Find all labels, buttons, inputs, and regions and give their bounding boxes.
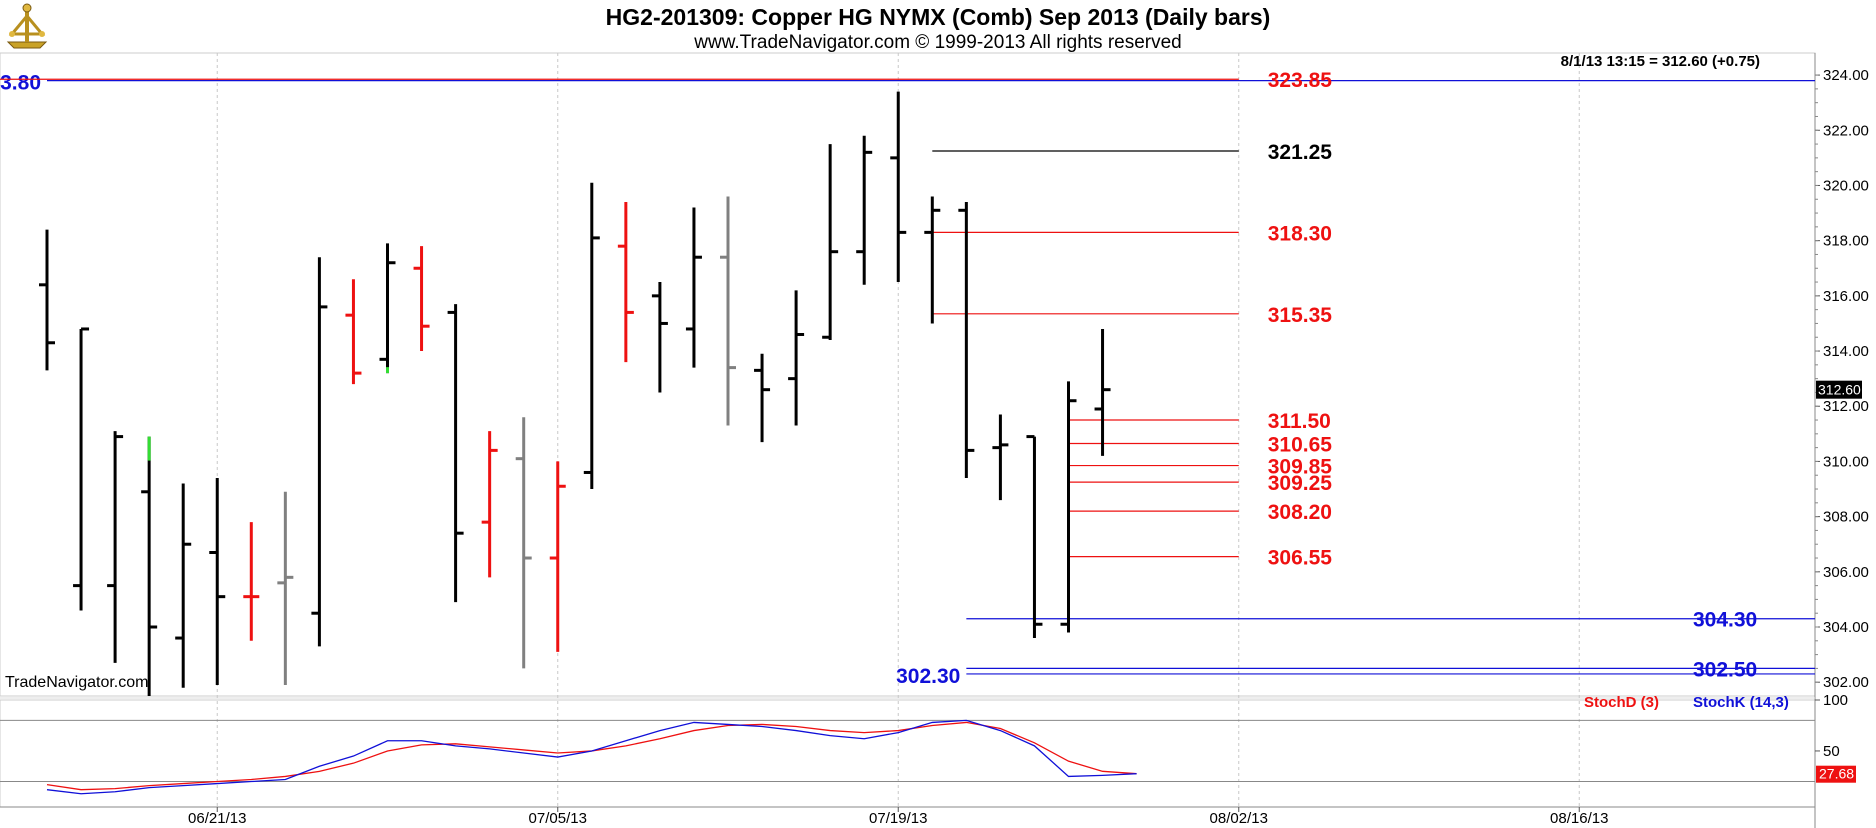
stoch-series-line [46, 719, 1137, 795]
level-label: 306.55 [1268, 547, 1333, 570]
ohlc-bar [413, 246, 430, 352]
level-label: 321.25 [1268, 141, 1333, 164]
y-tick-label: 316.00 [1823, 288, 1869, 305]
y-tick-label: 312.00 [1823, 398, 1869, 415]
price-panel-frame [0, 52, 1816, 697]
ohlc-bar [311, 257, 328, 647]
ohlc-bar [515, 417, 532, 669]
y-tick-label: 324.00 [1823, 67, 1869, 84]
level-label: 315.35 [1268, 304, 1333, 327]
stoch-y-tick-label: 100 [1823, 692, 1848, 709]
level-label: 323.80 [0, 72, 41, 95]
y-tick-label: 320.00 [1823, 177, 1869, 194]
x-tick-label: 08/02/13 [1210, 810, 1268, 827]
y-tick-label: 302.00 [1823, 674, 1869, 691]
stoch-series-line [46, 721, 1137, 791]
level-label: 304.30 [1693, 609, 1757, 632]
ohlc-bar [992, 414, 1009, 501]
level-label: 308.20 [1268, 501, 1332, 524]
ohlc-bar [345, 279, 362, 385]
ohlc-bar [720, 196, 736, 426]
last-quote: 8/1/13 13:15 = 312.60 (+0.75) [1560, 53, 1760, 70]
chart-subtitle: www.TradeNavigator.com © 1999-2013 All r… [694, 32, 1182, 53]
level-label: 311.50 [1268, 410, 1331, 433]
chart-title: HG2-201309: Copper HG NYMX (Comb) Sep 20… [605, 4, 1271, 30]
x-tick-label: 07/19/13 [869, 810, 927, 827]
ohlc-bar [73, 327, 90, 611]
ohlc-bar [890, 91, 907, 283]
watermark: TradeNavigator.com [5, 674, 149, 691]
ohlc-bar [549, 461, 566, 652]
ohlc-bar [583, 182, 600, 490]
x-tick-label: 07/05/13 [529, 810, 587, 827]
ohlc-bar [856, 135, 873, 285]
ohlc-bar [39, 229, 55, 371]
level-label: 323.85 [1268, 69, 1333, 92]
stoch-last-label: 27.68 [1819, 766, 1854, 782]
level-label: 309.85 [1268, 456, 1333, 479]
y-tick-label: 306.00 [1823, 564, 1869, 581]
ohlc-bar [685, 207, 702, 368]
ohlc-bar [209, 477, 226, 685]
ohlc-bar [175, 483, 192, 688]
trade-navigator-logo-icon [2, 2, 52, 50]
legend-stochd: StochD (3) [1584, 694, 1659, 711]
ohlc-bar [107, 431, 124, 663]
last-price-box [1816, 380, 1862, 399]
y-tick-label: 322.00 [1823, 122, 1869, 139]
ohlc-bar [754, 353, 771, 443]
stoch-last-box [1816, 765, 1856, 783]
ohlc-bar [1060, 381, 1077, 633]
legend-stochk: StochK (14,3) [1693, 694, 1789, 711]
ohlc-bar [141, 436, 158, 696]
ohlc-bar [277, 491, 294, 685]
ohlc-bar [379, 243, 396, 374]
level-label: 309.25 [1268, 472, 1333, 495]
last-price-label: 312.60 [1818, 382, 1861, 398]
ohlc-bar [481, 431, 498, 578]
ohlc-bar [617, 202, 634, 363]
y-tick-label: 314.00 [1823, 343, 1869, 360]
y-tick-label: 310.00 [1823, 453, 1869, 470]
ohlc-bar [958, 202, 975, 478]
stoch-panel-frame [0, 699, 1816, 808]
ohlc-bar [1026, 435, 1043, 639]
level-label: 302.30 [896, 665, 960, 688]
x-tick-label: 08/16/13 [1550, 810, 1608, 827]
ohlc-bar [447, 304, 464, 603]
y-tick-label: 308.00 [1823, 509, 1869, 526]
x-tick-label: 06/21/13 [188, 810, 246, 827]
ohlc-bar [924, 196, 941, 324]
stoch-y-tick-label: 50 [1823, 743, 1840, 760]
level-label: 302.50 [1693, 658, 1757, 681]
ohlc-bar [788, 290, 805, 426]
y-tick-label: 318.00 [1823, 233, 1869, 250]
ohlc-bar [1094, 328, 1111, 456]
level-label: 318.30 [1268, 222, 1332, 245]
ohlc-bar [651, 282, 668, 393]
ohlc-bar [243, 522, 260, 641]
level-label: 310.65 [1268, 433, 1333, 456]
y-tick-label: 304.00 [1823, 619, 1869, 636]
ohlc-bar [822, 144, 839, 341]
